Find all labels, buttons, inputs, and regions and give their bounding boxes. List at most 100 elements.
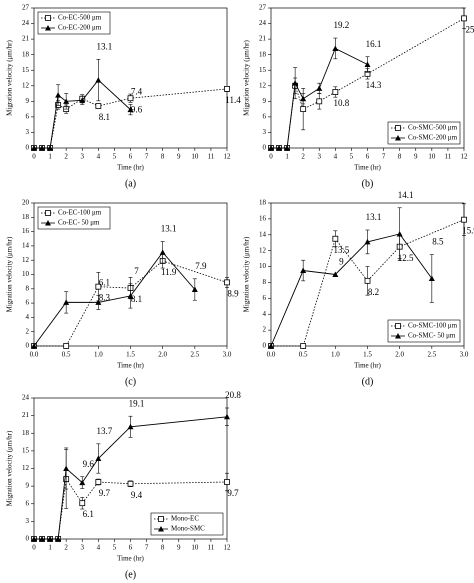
value-label: 13.1 — [161, 224, 177, 234]
value-label: 9.6 — [83, 459, 95, 469]
x-tick-label: 2.0 — [158, 351, 167, 359]
x-tick-label: 5 — [350, 153, 354, 161]
x-tick-label: 12 — [461, 153, 469, 161]
x-tick-label: 6 — [129, 544, 133, 552]
x-axis-label: Time (hr) — [354, 164, 381, 172]
value-label: 7 — [134, 266, 139, 276]
value-label: 6.1 — [99, 277, 110, 287]
x-tick-label: 0 — [269, 153, 273, 161]
x-tick-label: 7 — [145, 153, 149, 161]
data-point — [268, 343, 274, 349]
series-line — [270, 233, 433, 347]
data-point — [55, 536, 62, 542]
legend-marker — [395, 333, 401, 339]
value-label: 13.5 — [333, 245, 349, 255]
data-point — [31, 145, 37, 151]
x-tick-label: 3.0 — [223, 351, 232, 359]
data-point — [79, 479, 86, 486]
legend-marker — [45, 25, 51, 31]
data-point — [276, 145, 283, 151]
data-point — [39, 536, 46, 542]
x-tick-label: 0.0 — [267, 351, 276, 359]
value-label: 7.9 — [195, 261, 207, 271]
x-tick-label: 3 — [81, 153, 85, 161]
x-tick-label: 9 — [414, 153, 418, 161]
y-tick-label: 10 — [22, 270, 30, 278]
x-tick-label: 6 — [129, 153, 133, 161]
value-label: 14.3 — [366, 80, 382, 90]
x-tick-label: 1.0 — [331, 351, 340, 359]
value-label: 10.8 — [333, 98, 349, 108]
x-tick-label: 2 — [64, 544, 68, 552]
x-tick-label: 9 — [177, 153, 181, 161]
y-tick-label: 21 — [22, 411, 30, 419]
data-point — [31, 536, 37, 542]
y-tick-label: 27 — [22, 4, 30, 12]
data-point — [63, 98, 70, 104]
value-label: 8.1 — [99, 112, 110, 122]
series-line — [271, 219, 465, 347]
x-tick-label: 4 — [97, 153, 101, 161]
legend-marker — [45, 15, 51, 21]
value-label: 9.7 — [227, 488, 239, 498]
data-point — [300, 343, 307, 349]
data-point — [95, 479, 102, 485]
y-tick-label: 4 — [26, 313, 30, 321]
data-point — [332, 45, 339, 51]
data-point — [79, 97, 86, 103]
x-tick-label: 0 — [32, 153, 36, 161]
data-point — [127, 423, 134, 430]
data-point — [316, 98, 323, 105]
y-tick-label: 18 — [22, 213, 30, 221]
y-tick-label: 15 — [259, 66, 267, 74]
data-point — [461, 216, 467, 223]
value-label: 20.8 — [225, 390, 241, 400]
data-point — [95, 77, 102, 83]
y-tick-label: 12 — [22, 256, 30, 264]
legend-label: Co-SMC-100 μm — [408, 322, 458, 330]
caption: (b) — [362, 178, 374, 189]
x-tick-label: 10 — [191, 153, 199, 161]
y-tick-label: 3 — [26, 517, 30, 525]
value-label: 8.9 — [227, 288, 239, 298]
y-tick-label: 12 — [259, 81, 267, 89]
legend-box — [150, 512, 224, 536]
data-point — [95, 103, 102, 109]
data-point — [159, 249, 166, 255]
y-tick-label: 9 — [26, 482, 30, 490]
y-tick-label: 18 — [22, 50, 30, 58]
legend-box — [37, 11, 111, 35]
value-label: 25 — [466, 24, 474, 34]
legend-label: Co-EC- 50 μm — [58, 219, 100, 227]
x-axis-label: Time (hr) — [117, 164, 144, 172]
legend-box — [387, 319, 461, 343]
data-point — [95, 299, 102, 305]
value-label: 16.1 — [366, 39, 382, 49]
value-label: 8.5 — [432, 237, 444, 247]
data-point — [95, 283, 102, 290]
x-tick-label: 0.0 — [30, 351, 39, 359]
x-tick-label: 0.5 — [62, 351, 71, 359]
legend-marker — [45, 210, 51, 216]
data-point — [127, 480, 134, 487]
value-label: 15.9 — [462, 226, 474, 236]
data-point — [332, 271, 339, 277]
value-label: 13.1 — [96, 41, 112, 51]
data-point — [284, 145, 291, 151]
value-label: 9.4 — [131, 490, 143, 500]
y-tick-label: 12 — [22, 81, 30, 89]
y-tick-label: 0 — [263, 342, 267, 350]
y-tick-label: 2 — [263, 326, 267, 334]
x-tick-label: 4 — [97, 544, 101, 552]
value-label: 7.4 — [131, 87, 143, 97]
data-point — [364, 238, 371, 245]
x-tick-label: 3 — [318, 153, 322, 161]
x-tick-label: 1.5 — [363, 351, 372, 359]
x-tick-label: 12 — [224, 153, 232, 161]
x-tick-label: 0 — [32, 544, 36, 552]
caption: (e) — [125, 569, 136, 580]
data-point — [191, 286, 198, 293]
y-tick-label: 9 — [26, 97, 30, 105]
y-tick-label: 0 — [26, 535, 30, 543]
value-label: 11.4 — [225, 95, 241, 105]
